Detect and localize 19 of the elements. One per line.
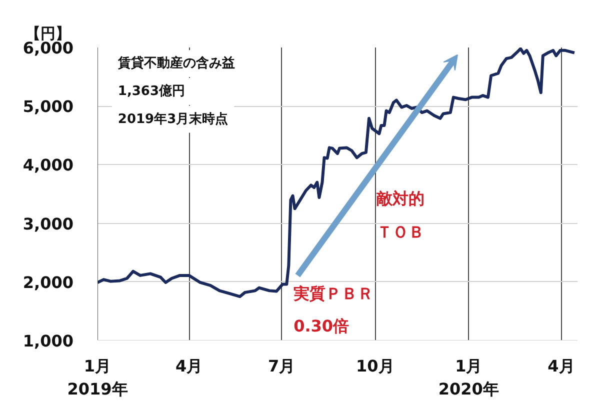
annotation: 敵対的 <box>375 188 424 208</box>
x-tick-label: 10月 <box>356 356 394 376</box>
x-tick-label: 4月 <box>175 356 203 376</box>
y-tick-label: 2,000 <box>22 272 74 292</box>
x-tick-label: 7月 <box>268 356 296 376</box>
y-axis-title: 【円】 <box>26 24 70 42</box>
annotation: 0.30倍 <box>294 316 350 336</box>
y-tick-label: 4,000 <box>22 156 74 175</box>
y-tick-label: 5,000 <box>22 97 74 116</box>
annotation: 賃貸不動産の含み益 <box>116 55 235 72</box>
annotation: 1,363億円 <box>118 82 186 99</box>
x-tick-label: 1月 2019年 <box>67 356 128 398</box>
annotation: 2019年3月末時点 <box>118 110 228 127</box>
annotation: ＴＯＢ <box>376 222 424 242</box>
annotation: 実質ＰＢＲ <box>292 284 374 304</box>
x-tick-label: 4月 <box>548 356 575 376</box>
x-tick-label: 1月 2020年 <box>438 356 499 398</box>
y-tick-label: 3,000 <box>22 214 74 234</box>
y-tick-label: 1,000 <box>22 332 74 350</box>
